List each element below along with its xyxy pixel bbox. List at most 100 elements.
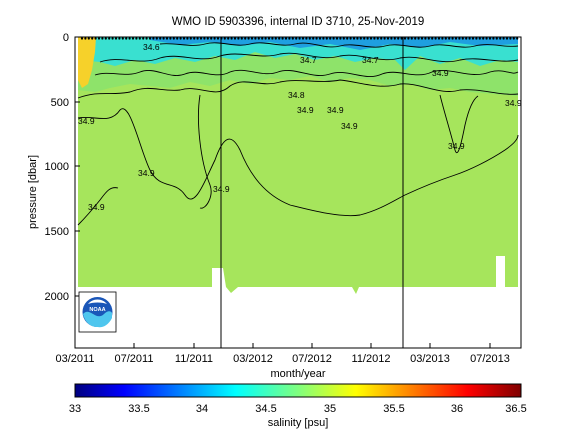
surface-dot	[148, 37, 152, 40]
x-tick-label: 03/2011	[56, 353, 95, 365]
surface-dot	[475, 37, 478, 40]
colorbar-ticks: 33 33.5 34 34.5 35 35.5 36 36.5	[69, 403, 527, 415]
contour-line-center	[198, 94, 212, 209]
surface-dot	[512, 37, 515, 40]
surface-dot	[264, 37, 267, 40]
chart-title: WMO ID 5903396, internal ID 3710, 25-Nov…	[171, 16, 425, 28]
surface-dot	[288, 37, 291, 40]
surface-dot	[274, 37, 277, 40]
contour-label: 34.9	[505, 98, 522, 108]
surface-dot	[448, 37, 451, 40]
surface-dot	[244, 37, 247, 40]
y-axis: 0 500 1000 1500 2000	[45, 32, 80, 303]
surface-dot	[223, 37, 226, 40]
surface-dot	[312, 37, 315, 40]
contour-line-mid	[77, 108, 519, 217]
surface-dot	[216, 37, 220, 40]
surface-dot	[111, 37, 114, 40]
surface-dot	[94, 37, 97, 40]
surface-dot	[431, 37, 434, 40]
surface-dot	[380, 37, 383, 40]
surface-dot	[488, 37, 492, 40]
surface-dot	[329, 37, 332, 40]
surface-dot	[213, 37, 216, 40]
surface-dot	[199, 37, 203, 40]
surface-dot	[322, 37, 325, 40]
x-tick-label: 03/2012	[233, 353, 273, 365]
surface-dot	[237, 37, 240, 40]
y-tick-label: 1000	[45, 161, 69, 173]
contour-label: 34.9	[78, 116, 95, 126]
surface-dot	[420, 37, 424, 40]
surface-dot	[108, 37, 111, 40]
surface-dot	[461, 37, 464, 40]
surface-dot	[325, 37, 328, 40]
surface-dot	[261, 37, 264, 40]
surface-dot	[407, 37, 410, 40]
surface-dot	[383, 37, 386, 40]
surface-dot	[390, 37, 393, 40]
surface-dot	[254, 37, 257, 40]
surface-dot	[267, 37, 271, 40]
salty-surface-patch	[78, 37, 96, 88]
x-axis-label: month/year	[270, 368, 325, 380]
surface-dot	[339, 37, 342, 40]
surface-dot	[291, 37, 294, 40]
surface-dot	[101, 37, 104, 40]
deep-water-region	[78, 37, 518, 294]
x-tick-label: 11/2012	[352, 353, 391, 365]
surface-dot	[172, 37, 175, 40]
surface-dot	[495, 37, 498, 40]
contour-label: 34.9	[88, 202, 105, 212]
contour-label: 34.8	[288, 90, 305, 100]
surface-dot	[403, 37, 407, 40]
colorbar-tick-label: 34.5	[255, 403, 276, 415]
surface-dot	[376, 37, 379, 40]
contour-label: 34.6	[143, 42, 160, 52]
surface-dot	[220, 37, 223, 40]
surface-dot	[465, 37, 468, 40]
logo-bird	[88, 299, 107, 304]
surface-dot	[349, 37, 352, 40]
axes-frame	[74, 36, 522, 349]
surface-dot	[114, 37, 118, 40]
surface-dot	[135, 37, 138, 40]
x-tick-label: 07/2013	[470, 353, 510, 365]
surface-dot	[369, 37, 373, 40]
surface-dot	[295, 37, 298, 40]
surface-dot	[182, 37, 186, 40]
surface-dot	[516, 37, 519, 40]
surface-dot	[145, 37, 148, 40]
surface-dot	[308, 37, 311, 40]
contour-label: 34.9	[327, 105, 344, 115]
colorbar-tick-label: 34	[196, 403, 208, 415]
surface-dot	[152, 37, 155, 40]
surface-dot	[257, 37, 260, 40]
x-tick-label: 03/2013	[410, 353, 450, 365]
surface-dot	[193, 37, 196, 40]
surface-dot	[332, 37, 335, 40]
surface-dot	[451, 37, 454, 40]
x-axis: 03/2011 07/2011 11/2011 03/2012 07/2012 …	[56, 343, 510, 365]
surface-dot	[386, 37, 390, 40]
surface-dot	[250, 37, 254, 40]
surface-dot	[437, 37, 441, 40]
surface-dot	[230, 37, 233, 40]
surface-dot	[400, 37, 403, 40]
surface-dot	[131, 37, 135, 40]
surface-dot	[444, 37, 447, 40]
contour-label: 34.9	[432, 68, 449, 78]
surface-dot	[104, 37, 107, 40]
surface-dot	[397, 37, 400, 40]
surface-dot	[203, 37, 206, 40]
surface-dot	[142, 37, 145, 40]
surface-dot	[417, 37, 420, 40]
colorbar-tick-label: 35.5	[383, 403, 404, 415]
contour-lines	[77, 42, 519, 226]
surface-dot	[414, 37, 417, 40]
contour-line-upper	[77, 79, 519, 99]
salinity-field	[78, 37, 518, 294]
surface-dot	[125, 37, 128, 40]
surface-dot	[502, 37, 505, 40]
surface-dot	[509, 37, 512, 40]
